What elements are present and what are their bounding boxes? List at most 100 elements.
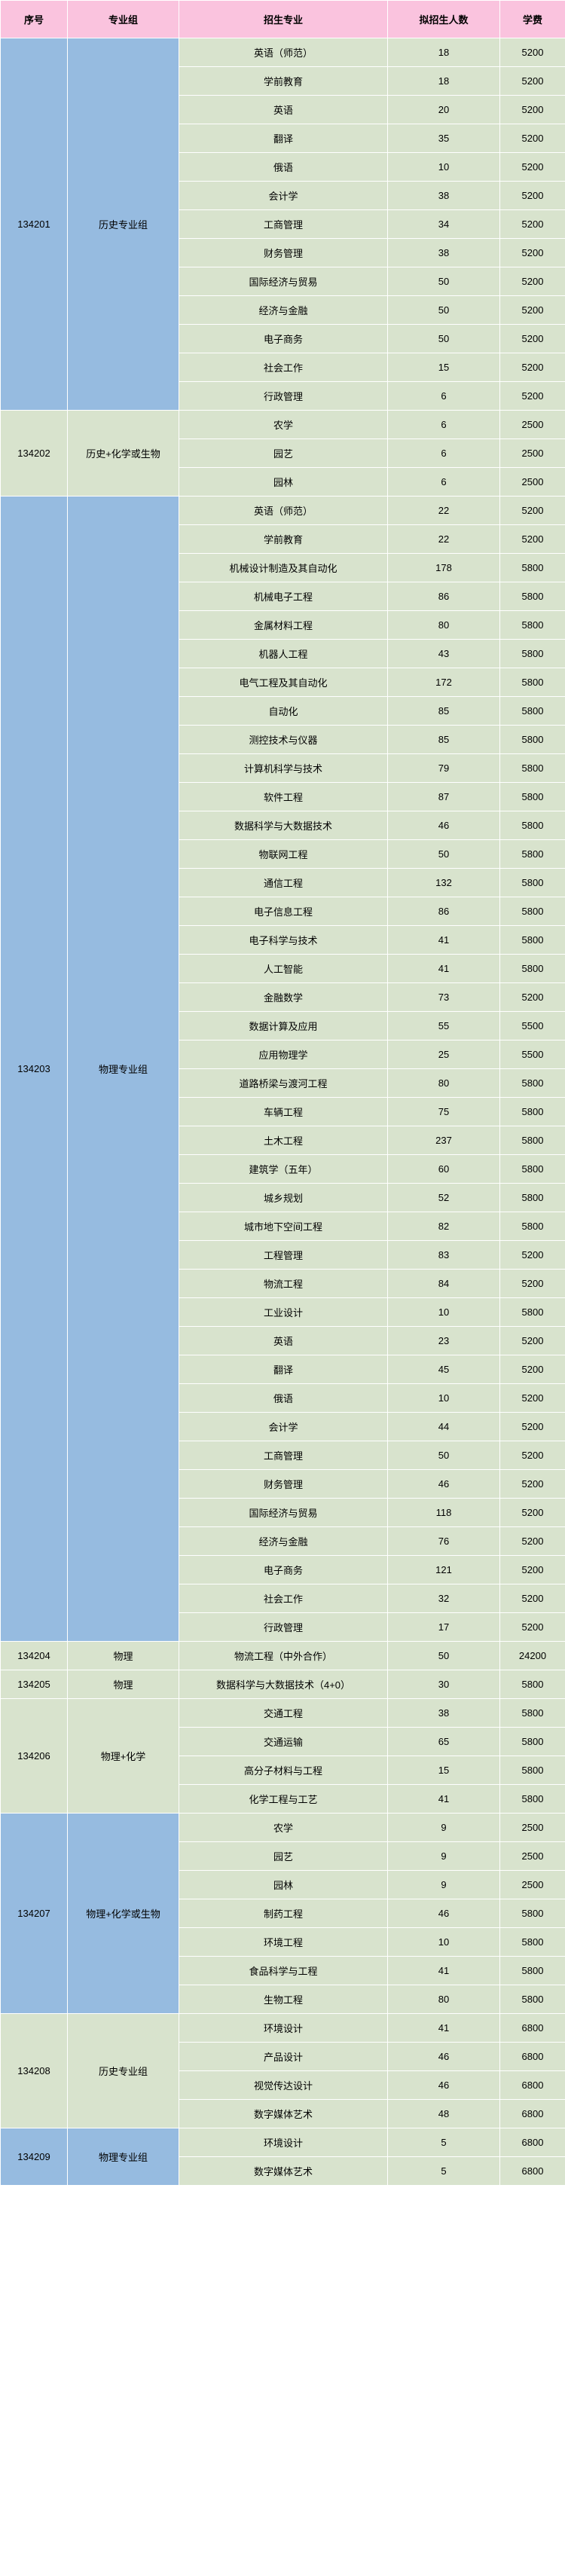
group-id-cell: 134208	[1, 2014, 68, 2128]
major-cell: 园林	[179, 1871, 388, 1899]
major-cell: 工程管理	[179, 1241, 388, 1270]
count-cell: 178	[388, 554, 500, 582]
fee-cell: 2500	[500, 439, 565, 468]
group-name-cell: 物理+化学	[68, 1699, 179, 1814]
major-cell: 物联网工程	[179, 840, 388, 869]
fee-cell: 5800	[500, 1155, 565, 1184]
major-cell: 机器人工程	[179, 640, 388, 668]
group-id-cell: 134207	[1, 1814, 68, 2014]
fee-cell: 6800	[500, 2071, 565, 2100]
fee-cell: 5200	[500, 210, 565, 239]
fee-cell: 5200	[500, 353, 565, 382]
count-cell: 46	[388, 1899, 500, 1928]
fee-cell: 6800	[500, 2014, 565, 2043]
fee-cell: 5800	[500, 897, 565, 926]
fee-cell: 5200	[500, 1413, 565, 1441]
count-cell: 65	[388, 1728, 500, 1756]
group-name-cell: 物理	[68, 1670, 179, 1699]
major-cell: 电气工程及其自动化	[179, 668, 388, 697]
fee-cell: 5800	[500, 1785, 565, 1814]
fee-cell: 5800	[500, 869, 565, 897]
fee-cell: 6800	[500, 2128, 565, 2157]
count-cell: 38	[388, 239, 500, 267]
count-cell: 118	[388, 1499, 500, 1527]
fee-cell: 5200	[500, 1270, 565, 1298]
major-cell: 数据计算及应用	[179, 1012, 388, 1040]
major-cell: 交通工程	[179, 1699, 388, 1728]
fee-cell: 5200	[500, 1584, 565, 1613]
fee-cell: 5200	[500, 325, 565, 353]
count-cell: 82	[388, 1212, 500, 1241]
major-cell: 农学	[179, 411, 388, 439]
count-cell: 79	[388, 754, 500, 783]
major-cell: 行政管理	[179, 382, 388, 411]
major-cell: 车辆工程	[179, 1098, 388, 1126]
count-cell: 9	[388, 1871, 500, 1899]
fee-cell: 5200	[500, 1527, 565, 1556]
count-cell: 48	[388, 2100, 500, 2128]
group-name-cell: 历史专业组	[68, 2014, 179, 2128]
count-cell: 10	[388, 1384, 500, 1413]
fee-cell: 5800	[500, 1298, 565, 1327]
major-cell: 数据科学与大数据技术	[179, 811, 388, 840]
count-cell: 22	[388, 525, 500, 554]
fee-cell: 5800	[500, 1212, 565, 1241]
major-cell: 社会工作	[179, 1584, 388, 1613]
count-cell: 80	[388, 1069, 500, 1098]
count-cell: 35	[388, 124, 500, 153]
major-cell: 经济与金融	[179, 296, 388, 325]
group-id-cell: 134209	[1, 2128, 68, 2186]
table-row: 134209物理专业组环境设计56800	[1, 2128, 565, 2157]
fee-cell: 5800	[500, 1184, 565, 1212]
fee-cell: 5200	[500, 124, 565, 153]
admissions-table: 序号专业组招生专业拟招生人数学费 134201历史专业组英语（师范）185200…	[0, 0, 565, 2186]
count-cell: 34	[388, 210, 500, 239]
count-cell: 50	[388, 1642, 500, 1670]
fee-cell: 5800	[500, 1957, 565, 1985]
fee-cell: 5800	[500, 640, 565, 668]
group-id-cell: 134201	[1, 38, 68, 411]
table-row: 134207物理+化学或生物农学92500	[1, 1814, 565, 1842]
header-col-3: 拟招生人数	[388, 1, 500, 38]
fee-cell: 5800	[500, 1928, 565, 1957]
major-cell: 学前教育	[179, 67, 388, 96]
major-cell: 电子科学与技术	[179, 926, 388, 955]
major-cell: 环境设计	[179, 2014, 388, 2043]
fee-cell: 5200	[500, 296, 565, 325]
major-cell: 英语	[179, 1327, 388, 1355]
major-cell: 视觉传达设计	[179, 2071, 388, 2100]
count-cell: 85	[388, 726, 500, 754]
fee-cell: 5800	[500, 811, 565, 840]
fee-cell: 6800	[500, 2043, 565, 2071]
count-cell: 45	[388, 1355, 500, 1384]
major-cell: 俄语	[179, 1384, 388, 1413]
major-cell: 电子商务	[179, 1556, 388, 1584]
major-cell: 英语（师范）	[179, 497, 388, 525]
fee-cell: 5200	[500, 1499, 565, 1527]
fee-cell: 2500	[500, 1871, 565, 1899]
count-cell: 38	[388, 1699, 500, 1728]
fee-cell: 5800	[500, 1670, 565, 1699]
count-cell: 80	[388, 1985, 500, 2014]
count-cell: 50	[388, 296, 500, 325]
fee-cell: 5200	[500, 1470, 565, 1499]
fee-cell: 5200	[500, 382, 565, 411]
major-cell: 物流工程	[179, 1270, 388, 1298]
count-cell: 73	[388, 983, 500, 1012]
major-cell: 会计学	[179, 1413, 388, 1441]
admissions-table-container: 序号专业组招生专业拟招生人数学费 134201历史专业组英语（师范）185200…	[0, 0, 565, 2186]
count-cell: 50	[388, 267, 500, 296]
fee-cell: 5200	[500, 96, 565, 124]
fee-cell: 5200	[500, 38, 565, 67]
major-cell: 园林	[179, 468, 388, 497]
count-cell: 86	[388, 897, 500, 926]
count-cell: 237	[388, 1126, 500, 1155]
count-cell: 85	[388, 697, 500, 726]
major-cell: 农学	[179, 1814, 388, 1842]
major-cell: 应用物理学	[179, 1040, 388, 1069]
count-cell: 5	[388, 2128, 500, 2157]
fee-cell: 5800	[500, 1899, 565, 1928]
major-cell: 环境设计	[179, 2128, 388, 2157]
count-cell: 23	[388, 1327, 500, 1355]
fee-cell: 5200	[500, 1556, 565, 1584]
